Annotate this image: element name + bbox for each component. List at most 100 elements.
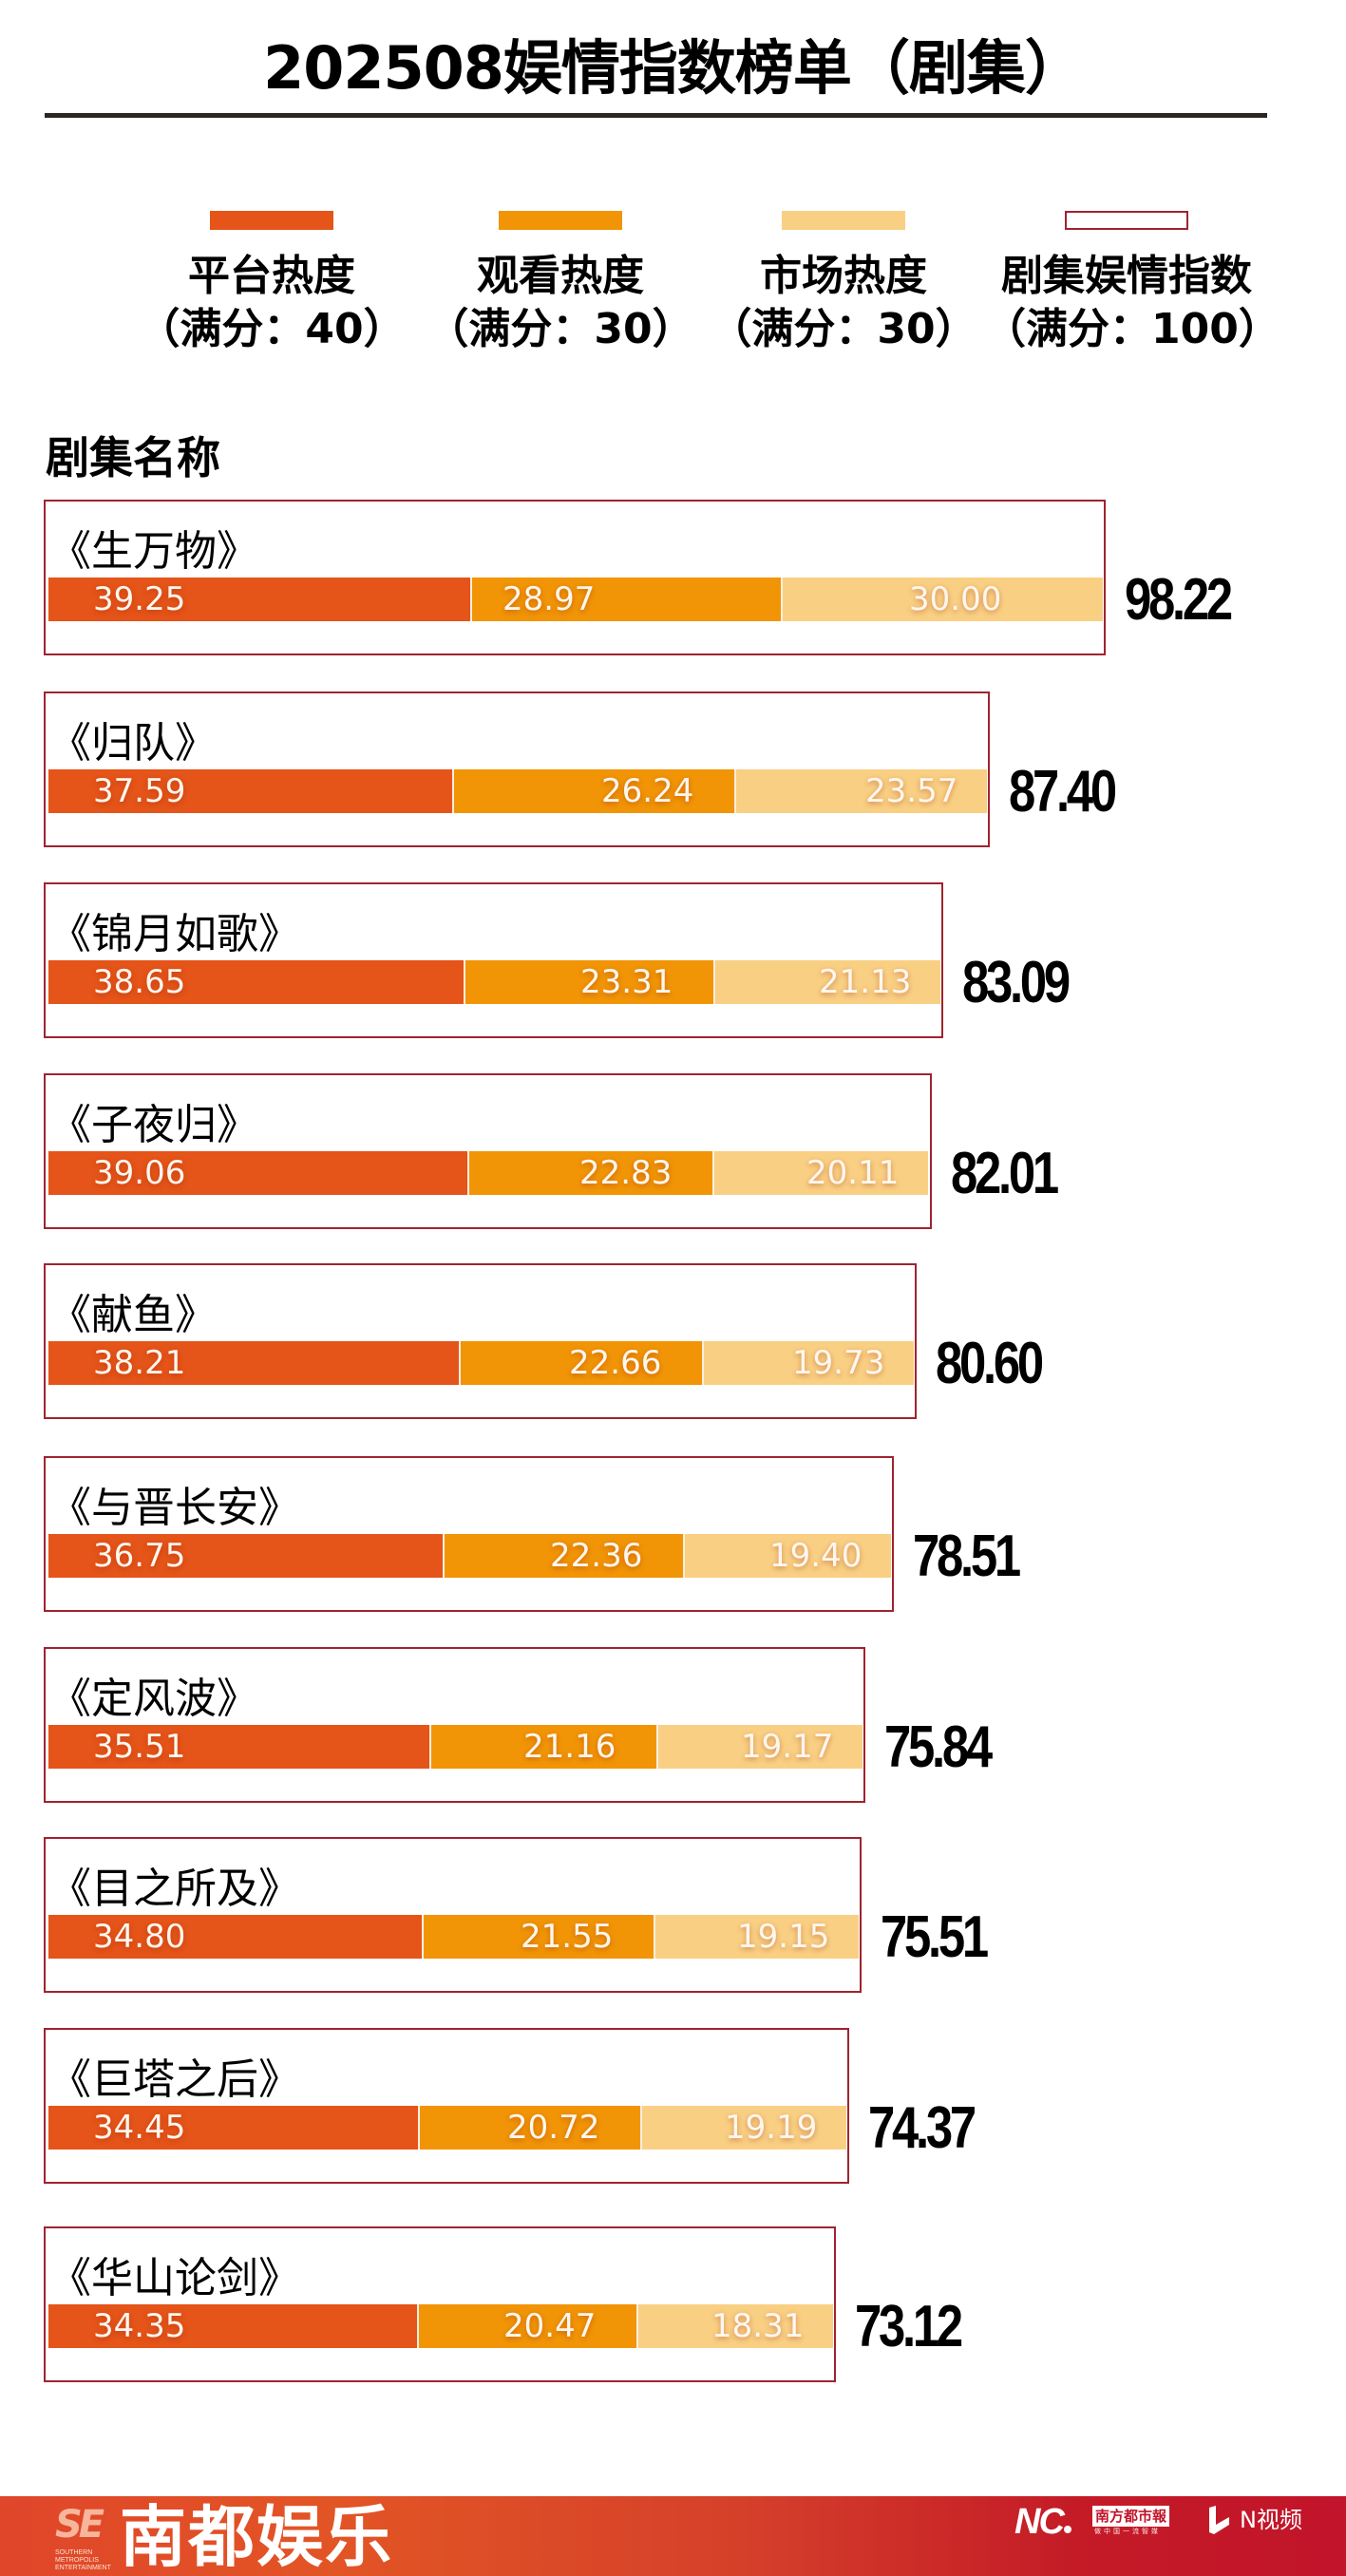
total-index-value: 82.01 xyxy=(951,1141,1059,1206)
segment-value: 19.73 xyxy=(792,1344,885,1382)
legend-swatch-icon xyxy=(1065,211,1188,230)
chart-row: 《巨塔之后》 34.45 20.72 19.19 74.37 xyxy=(44,2028,1336,2184)
segment-value: 19.19 xyxy=(725,2109,818,2147)
platform-heat-segment: 39.25 xyxy=(48,578,470,621)
total-index-value: 73.12 xyxy=(855,2294,963,2359)
segment-value: 36.75 xyxy=(93,1537,186,1575)
segment-value: 19.17 xyxy=(741,1728,834,1766)
se-logo-icon: SE xyxy=(55,2503,104,2547)
segment-value: 34.80 xyxy=(93,1918,186,1956)
watch-heat-segment: 26.24 xyxy=(452,769,734,813)
chart-row: 《华山论剑》 34.35 20.47 18.31 73.12 xyxy=(44,2226,1336,2382)
segment-value: 18.31 xyxy=(711,2307,805,2345)
chart-title: 202508娱情指数榜单（剧集） xyxy=(263,33,1084,103)
total-index-value: 75.84 xyxy=(884,1714,993,1780)
stacked-bar: 34.35 20.47 18.31 xyxy=(48,2304,833,2348)
segment-value: 23.31 xyxy=(580,963,673,1001)
drama-name: 《子夜归》 xyxy=(49,1101,258,1149)
legend-max-score: （满分：30） xyxy=(710,305,977,353)
chart-row: 《献鱼》 38.21 22.66 19.73 80.60 xyxy=(44,1263,1336,1419)
stacked-bar: 34.45 20.72 19.19 xyxy=(48,2106,846,2150)
segment-value: 35.51 xyxy=(93,1728,186,1766)
market-heat-segment: 23.57 xyxy=(734,769,987,813)
stacked-bar: 34.80 21.55 19.15 xyxy=(48,1915,859,1959)
legend-label: 观看热度 xyxy=(477,252,644,300)
platform-heat-segment: 34.35 xyxy=(48,2304,417,2348)
drama-name: 《定风波》 xyxy=(49,1675,258,1723)
market-heat-segment: 19.15 xyxy=(654,1915,859,1959)
watch-heat-segment: 22.66 xyxy=(459,1341,702,1385)
total-index-value: 87.40 xyxy=(1009,759,1117,824)
segment-value: 22.83 xyxy=(579,1154,673,1192)
watch-heat-segment: 20.72 xyxy=(418,2106,640,2150)
drama-name: 《与晋长安》 xyxy=(49,1484,300,1532)
platform-heat-segment: 34.45 xyxy=(48,2106,418,2150)
stacked-bar: 38.65 23.31 21.13 xyxy=(48,960,940,1004)
market-heat-segment: 19.73 xyxy=(702,1341,914,1385)
legend-swatch-icon xyxy=(210,211,333,230)
segment-value: 38.65 xyxy=(93,963,186,1001)
segment-value: 20.72 xyxy=(507,2109,600,2147)
nc-logo-text: NC xyxy=(1014,2502,1065,2542)
segment-value: 34.45 xyxy=(93,2109,186,2147)
market-heat-segment: 30.00 xyxy=(781,578,1103,621)
drama-name: 《巨塔之后》 xyxy=(49,2055,300,2104)
watch-heat-segment: 21.55 xyxy=(422,1915,654,1959)
segment-value: 20.11 xyxy=(806,1154,900,1192)
segment-value: 28.97 xyxy=(502,580,596,618)
legend-label: 剧集娱情指数 xyxy=(1001,252,1252,300)
drama-name: 《生万物》 xyxy=(49,527,258,576)
segment-value: 19.15 xyxy=(737,1918,830,1956)
platform-heat-segment: 38.21 xyxy=(48,1341,459,1385)
total-index-value: 98.22 xyxy=(1125,567,1233,633)
legend-max-score: （满分：30） xyxy=(427,305,694,353)
segment-value: 37.59 xyxy=(93,772,186,810)
watch-heat-segment: 21.16 xyxy=(429,1725,656,1769)
drama-name: 《锦月如歌》 xyxy=(49,910,300,958)
segment-value: 21.55 xyxy=(521,1918,614,1956)
market-heat-segment: 19.19 xyxy=(640,2106,846,2150)
brand-name: 南都娱乐 xyxy=(120,2498,393,2576)
platform-heat-segment: 36.75 xyxy=(48,1534,443,1578)
segment-value: 23.57 xyxy=(865,772,958,810)
legend-label: 平台热度 xyxy=(188,252,355,300)
legend-item: 市场热度 （满分：30） xyxy=(701,211,986,357)
nvideo-logo-icon xyxy=(1209,2506,1229,2534)
chart-row: 《与晋长安》 36.75 22.36 19.40 78.51 xyxy=(44,1456,1336,1612)
segment-value: 39.25 xyxy=(93,580,186,618)
segment-value: 34.35 xyxy=(93,2307,186,2345)
watch-heat-segment: 23.31 xyxy=(464,960,713,1004)
chart-row: 《归队》 37.59 26.24 23.57 87.40 xyxy=(44,691,1336,847)
stacked-bar: 38.21 22.66 19.73 xyxy=(48,1341,914,1385)
market-heat-segment: 19.17 xyxy=(656,1725,863,1769)
segment-value: 21.13 xyxy=(819,963,912,1001)
newspaper-name: 南方都市報 xyxy=(1092,2506,1170,2527)
watch-heat-segment: 22.36 xyxy=(443,1534,683,1578)
legend-swatch-icon xyxy=(499,211,622,230)
category-axis-label: 剧集名称 xyxy=(46,432,220,483)
drama-name: 《华山论剑》 xyxy=(49,2254,300,2302)
drama-name: 《目之所及》 xyxy=(49,1865,300,1913)
drama-name: 《献鱼》 xyxy=(49,1291,217,1339)
platform-heat-segment: 39.06 xyxy=(48,1151,467,1195)
chart-row: 《目之所及》 34.80 21.55 19.15 75.51 xyxy=(44,1837,1336,1993)
se-logo-subtitle: SOUTHERN METROPOLIS ENTERTAINMENT xyxy=(55,2549,111,2571)
nvideo-label: N视频 xyxy=(1240,2507,1302,2533)
total-index-value: 75.51 xyxy=(881,1904,989,1970)
drama-name: 《归队》 xyxy=(49,719,217,767)
stacked-bar: 39.25 28.97 30.00 xyxy=(48,578,1103,621)
title-divider xyxy=(45,113,1267,118)
segment-value: 38.21 xyxy=(93,1344,186,1382)
platform-heat-segment: 34.80 xyxy=(48,1915,422,1959)
legend-max-score: （满分：40） xyxy=(138,305,406,353)
nc-logo-dot xyxy=(1063,2526,1071,2533)
footer-banner: SE SOUTHERN METROPOLIS ENTERTAINMENT 南都娱… xyxy=(0,2496,1346,2576)
legend-max-score: （满分：100） xyxy=(984,305,1280,353)
segment-value: 39.06 xyxy=(93,1154,186,1192)
segment-value: 26.24 xyxy=(601,772,694,810)
chart-row: 《生万物》 39.25 28.97 30.00 98.22 xyxy=(44,500,1336,655)
stacked-bar: 37.59 26.24 23.57 xyxy=(48,769,987,813)
legend-item: 平台热度 （满分：40） xyxy=(129,211,414,357)
chart-row: 《锦月如歌》 38.65 23.31 21.13 83.09 xyxy=(44,882,1336,1038)
total-index-value: 80.60 xyxy=(936,1331,1044,1396)
